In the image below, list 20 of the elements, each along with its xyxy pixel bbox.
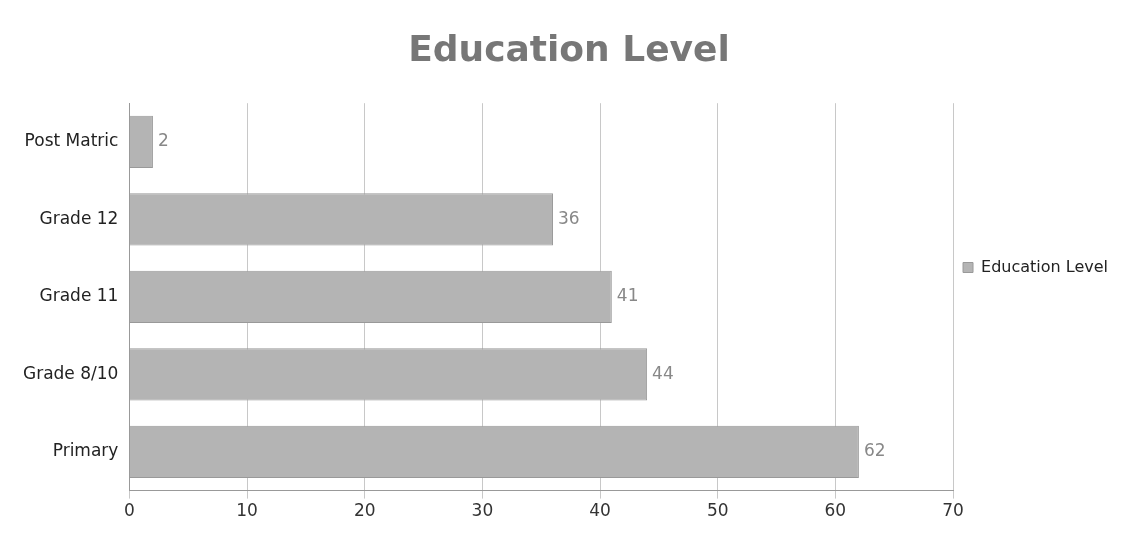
x-tick-label: 30 (471, 500, 494, 521)
y-tick-label: Grade 12 (39, 207, 119, 228)
chart-title: Education Level (408, 27, 730, 69)
legend-label: Education Level (981, 256, 1109, 276)
x-tick-label: 70 (942, 500, 964, 521)
x-tick-label: 0 (124, 500, 135, 521)
data-label: 44 (652, 362, 674, 383)
y-tick-label: Primary (52, 440, 119, 461)
data-label: 62 (863, 440, 886, 461)
data-label: 41 (616, 285, 639, 306)
y-tick-label: Grade 8/10 (22, 362, 119, 383)
x-tick-label: 20 (353, 500, 376, 521)
data-label: 36 (557, 207, 580, 228)
y-tick-label: Grade 11 (39, 285, 119, 306)
y-tick-label: Post Matric (24, 130, 119, 151)
x-tick-label: 60 (824, 500, 847, 521)
x-tick-label: 10 (236, 500, 258, 521)
x-tick-label: 50 (706, 500, 729, 521)
data-label: 2 (157, 130, 169, 151)
x-tick-label: 40 (589, 500, 611, 521)
